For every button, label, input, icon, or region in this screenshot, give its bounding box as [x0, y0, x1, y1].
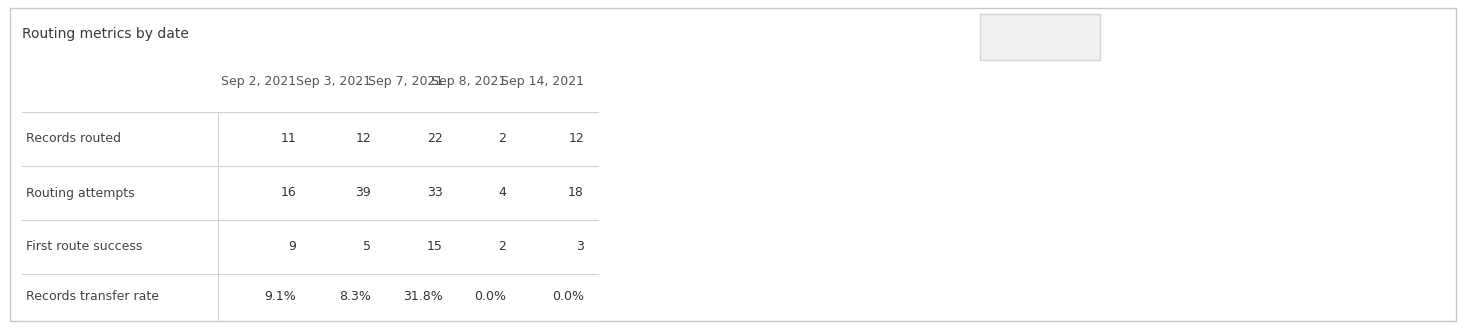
- Text: 16: 16: [280, 187, 296, 199]
- Text: 3: 3: [576, 240, 583, 254]
- Text: 2: 2: [498, 133, 506, 145]
- Text: 18: 18: [569, 187, 583, 199]
- Text: Sep 3, 2021: Sep 3, 2021: [296, 75, 371, 89]
- Text: 8.3%: 8.3%: [339, 291, 371, 303]
- Text: 15: 15: [427, 240, 443, 254]
- Text: 22: 22: [427, 133, 443, 145]
- Text: Sep 2, 2021: Sep 2, 2021: [221, 75, 296, 89]
- Text: 2: 2: [498, 240, 506, 254]
- Text: Routing metrics by date: Routing metrics by date: [22, 27, 189, 41]
- Text: Sep 7, 2021: Sep 7, 2021: [368, 75, 443, 89]
- Text: Sep 14, 2021: Sep 14, 2021: [501, 75, 583, 89]
- Text: 4: 4: [498, 187, 506, 199]
- Text: Details: Details: [1016, 30, 1064, 44]
- Text: 9: 9: [289, 240, 296, 254]
- Text: 12: 12: [355, 133, 371, 145]
- Text: Sep 8, 2021: Sep 8, 2021: [431, 75, 506, 89]
- Text: Records routed: Records routed: [26, 133, 122, 145]
- Text: 11: 11: [280, 133, 296, 145]
- Bar: [979, 14, 1100, 60]
- Text: 39: 39: [355, 187, 371, 199]
- Text: 9.1%: 9.1%: [264, 291, 296, 303]
- Text: 5: 5: [364, 240, 371, 254]
- Text: 0.0%: 0.0%: [553, 291, 583, 303]
- Text: 33: 33: [427, 187, 443, 199]
- Text: First route success: First route success: [26, 240, 142, 254]
- Text: 0.0%: 0.0%: [474, 291, 506, 303]
- Text: Routing attempts: Routing attempts: [26, 187, 135, 199]
- Text: 12: 12: [569, 133, 583, 145]
- Text: Records transfer rate: Records transfer rate: [26, 291, 158, 303]
- Text: 31.8%: 31.8%: [403, 291, 443, 303]
